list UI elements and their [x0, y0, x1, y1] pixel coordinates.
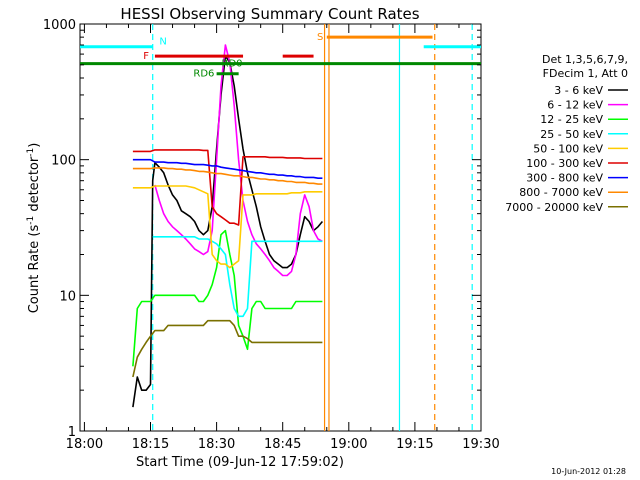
y-tick-label: 10: [59, 289, 76, 304]
y-tick-label: 100: [51, 154, 76, 169]
series-line: [132, 319, 323, 378]
y-axis-label: Count Rate (s-1 detector-1): [26, 143, 42, 314]
state-label-rd0: RD0: [222, 59, 243, 70]
series-line: [132, 167, 323, 185]
y-tick-label: 1000: [43, 18, 76, 33]
legend-item-label: 300 - 800 keV: [526, 172, 603, 185]
series-line: [132, 149, 323, 226]
legend-item-label: 6 - 12 keV: [547, 99, 603, 112]
state-bars: NF S RD0 RD6: [80, 32, 481, 80]
legend-item-label: 7000 - 20000 keV: [505, 201, 603, 214]
y-axis-label-sup2: -1: [26, 148, 36, 157]
x-tick-label: 18:45: [264, 437, 301, 452]
y-axis-label-main: Count Rate (s: [27, 225, 42, 314]
x-tick-label: 19:00: [330, 437, 367, 452]
plot-area: NF S RD0 RD6: [79, 23, 482, 432]
x-tick-label: 18:15: [132, 437, 169, 452]
x-tick-label: 18:00: [66, 437, 103, 452]
legend-item-label: 800 - 7000 keV: [519, 186, 603, 199]
y-axis-label-end: ): [27, 143, 42, 148]
series-line: [132, 229, 323, 367]
legend-item-label: 25 - 50 keV: [540, 128, 603, 141]
series-line: [132, 158, 323, 179]
state-label-s: S: [317, 32, 323, 43]
x-tick-label: 19:30: [462, 437, 499, 452]
legend-header-2: FDecim 1, Att 0: [543, 67, 628, 80]
y-axis-label-sup1: -1: [26, 216, 36, 225]
chart-title: HESSI Observing Summary Count Rates: [120, 5, 419, 23]
y-axis: 1 10 100 1000: [43, 18, 481, 440]
legend-item-label: 100 - 300 keV: [526, 157, 603, 170]
state-label-n: N: [159, 37, 166, 48]
x-tick-label: 18:30: [198, 437, 235, 452]
series-line: [152, 236, 323, 318]
legend-item-label: 3 - 6 keV: [554, 84, 603, 97]
legend-header-1: Det 1,3,5,6,7,9,: [542, 53, 628, 66]
legend-item-label: 12 - 25 keV: [540, 113, 603, 126]
state-label-f: F: [143, 51, 149, 62]
y-tick-label: 1: [68, 425, 76, 440]
y-axis-label-mid: detector: [27, 156, 42, 216]
footer-timestamp: 10-Jun-2012 01:28: [551, 467, 626, 476]
series-line: [132, 185, 323, 269]
x-tick-label: 19:15: [396, 437, 433, 452]
legend-item-label: 50 - 100 keV: [533, 142, 603, 155]
x-axis: 18:00 18:15 18:30 18:45 19:00 19:15 19:30: [66, 24, 500, 452]
plot-frame: [79, 23, 482, 432]
x-axis-label: Start Time (09-Jun-12 17:59:02): [136, 455, 344, 470]
state-label-rd6: RD6: [193, 69, 214, 80]
legend: Det 1,3,5,6,7,9, FDecim 1, Att 0 3 - 6 k…: [505, 53, 628, 214]
series-layer: [132, 44, 324, 408]
